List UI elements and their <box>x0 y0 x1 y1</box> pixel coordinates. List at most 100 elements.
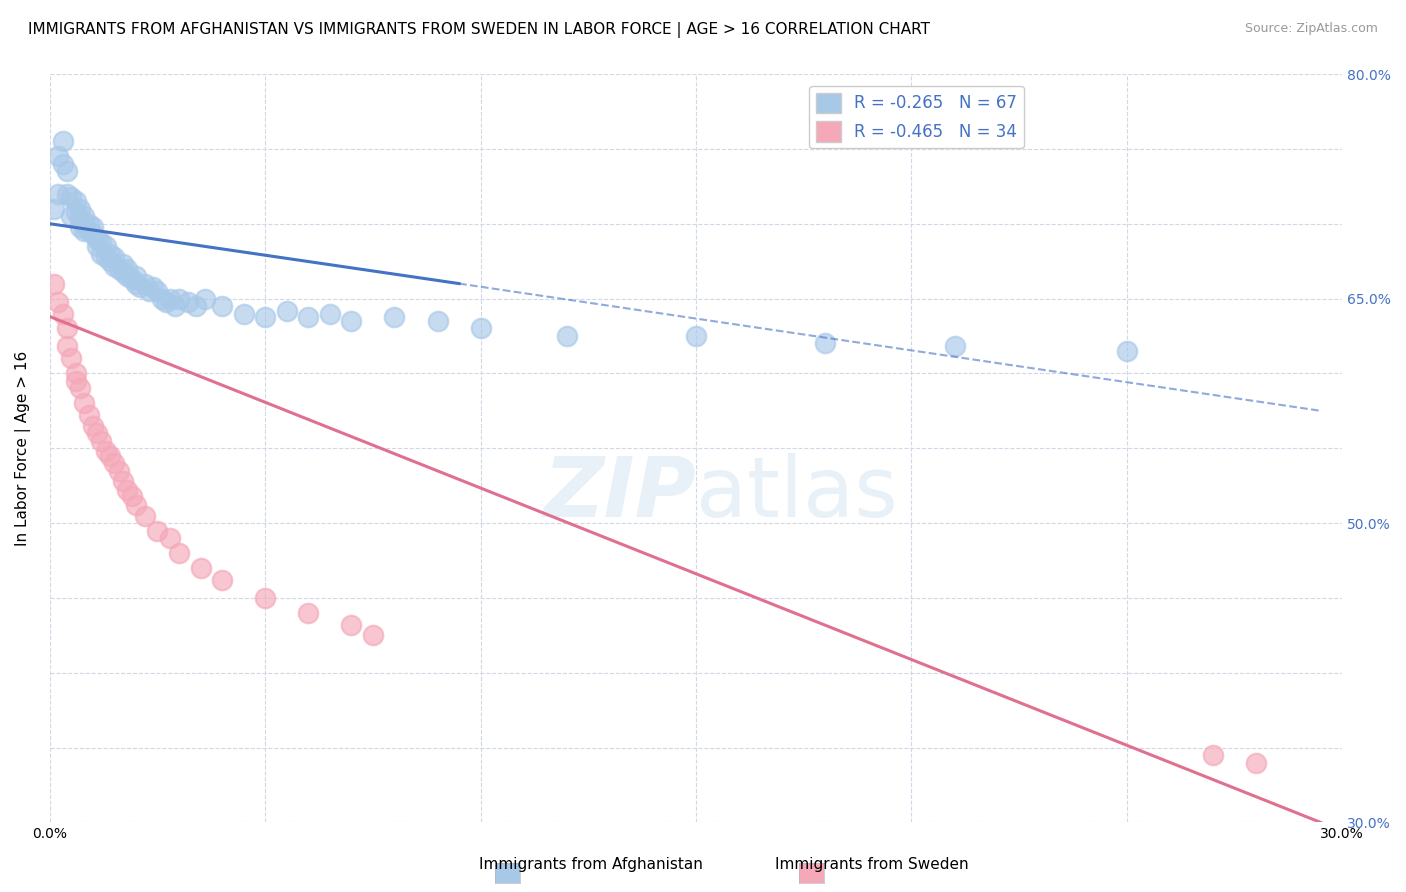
Point <box>340 618 363 632</box>
Point <box>82 418 104 433</box>
Point <box>65 374 87 388</box>
Point <box>176 294 198 309</box>
Legend: R = -0.265   N = 67, R = -0.465   N = 34: R = -0.265 N = 67, R = -0.465 N = 34 <box>810 87 1024 148</box>
Point <box>73 224 96 238</box>
Point <box>276 303 298 318</box>
Point <box>73 217 96 231</box>
Point <box>69 381 91 395</box>
Point <box>146 284 169 298</box>
Point <box>65 204 87 219</box>
Point <box>159 531 181 545</box>
Point <box>319 306 342 320</box>
Point <box>361 628 384 642</box>
Point <box>121 272 143 286</box>
Point <box>125 498 148 512</box>
Text: Source: ZipAtlas.com: Source: ZipAtlas.com <box>1244 22 1378 36</box>
Point <box>685 329 707 343</box>
Point <box>86 232 108 246</box>
Point <box>142 279 165 293</box>
Point <box>117 269 139 284</box>
Point <box>103 250 125 264</box>
Point <box>48 149 70 163</box>
Point <box>134 508 156 523</box>
Point <box>77 409 100 423</box>
Point <box>65 367 87 381</box>
Point <box>52 306 75 320</box>
Point <box>254 310 277 324</box>
Point <box>98 449 121 463</box>
Point <box>103 259 125 273</box>
Point <box>384 310 406 324</box>
Point <box>42 277 65 291</box>
Point <box>69 202 91 216</box>
Point <box>1244 756 1267 770</box>
Point <box>117 261 139 276</box>
Point <box>129 279 152 293</box>
Point <box>48 294 70 309</box>
Point <box>232 306 254 320</box>
Point <box>555 329 578 343</box>
Point <box>82 227 104 242</box>
Point <box>82 219 104 234</box>
Point <box>73 209 96 223</box>
Point <box>77 224 100 238</box>
Point <box>98 246 121 260</box>
Point <box>134 277 156 291</box>
Point <box>297 606 319 620</box>
Point <box>111 474 134 488</box>
Point <box>150 292 173 306</box>
Point <box>65 194 87 209</box>
Point <box>943 339 966 353</box>
Point <box>52 134 75 148</box>
Point <box>159 292 181 306</box>
Point <box>107 464 129 478</box>
Point <box>470 321 492 335</box>
Point <box>69 212 91 227</box>
Point <box>340 314 363 328</box>
Point <box>94 239 117 253</box>
Point <box>117 483 139 497</box>
Point <box>194 292 217 306</box>
Point <box>167 546 190 560</box>
Point <box>138 284 160 298</box>
Point <box>426 314 449 328</box>
Point <box>211 573 233 587</box>
Text: Immigrants from Sweden: Immigrants from Sweden <box>775 857 969 872</box>
Point <box>254 591 277 605</box>
Point <box>111 257 134 271</box>
Text: atlas: atlas <box>696 452 898 533</box>
Point <box>211 299 233 313</box>
Point <box>73 396 96 410</box>
Point <box>56 321 79 335</box>
Point <box>56 164 79 178</box>
Point <box>94 250 117 264</box>
Text: Immigrants from Afghanistan: Immigrants from Afghanistan <box>478 857 703 872</box>
Point <box>60 209 83 223</box>
Point <box>69 219 91 234</box>
Point <box>103 456 125 470</box>
Point <box>125 269 148 284</box>
Point <box>86 426 108 441</box>
Point <box>56 186 79 201</box>
Point <box>94 444 117 458</box>
Point <box>42 202 65 216</box>
Point <box>90 434 112 448</box>
Point <box>98 254 121 268</box>
Point <box>48 186 70 201</box>
Point <box>1202 748 1225 763</box>
Point <box>167 292 190 306</box>
Y-axis label: In Labor Force | Age > 16: In Labor Force | Age > 16 <box>15 351 31 546</box>
Point <box>125 277 148 291</box>
Point <box>60 190 83 204</box>
Point <box>90 235 112 249</box>
Point <box>52 157 75 171</box>
Text: IMMIGRANTS FROM AFGHANISTAN VS IMMIGRANTS FROM SWEDEN IN LABOR FORCE | AGE > 16 : IMMIGRANTS FROM AFGHANISTAN VS IMMIGRANT… <box>28 22 931 38</box>
Point <box>90 246 112 260</box>
Point <box>186 299 208 313</box>
Point <box>107 261 129 276</box>
Point <box>1115 343 1137 358</box>
Point <box>297 310 319 324</box>
Point <box>190 561 212 575</box>
Point <box>146 524 169 538</box>
Point <box>163 299 186 313</box>
